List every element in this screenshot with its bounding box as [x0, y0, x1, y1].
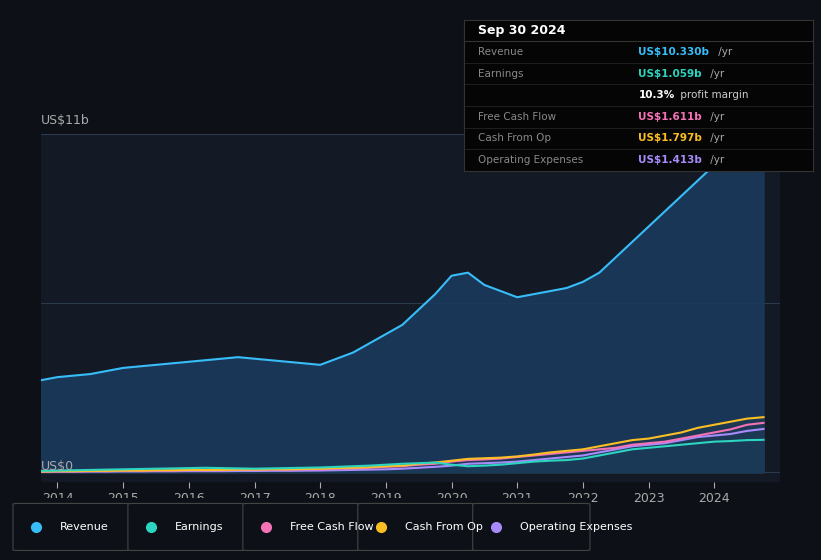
FancyBboxPatch shape [358, 503, 475, 550]
Text: US$1.059b: US$1.059b [639, 69, 702, 78]
Text: /yr: /yr [708, 112, 725, 122]
Text: 10.3%: 10.3% [639, 90, 675, 100]
Text: Free Cash Flow: Free Cash Flow [478, 112, 556, 122]
Text: Earnings: Earnings [175, 522, 223, 532]
Text: Cash From Op: Cash From Op [405, 522, 483, 532]
Text: Free Cash Flow: Free Cash Flow [290, 522, 374, 532]
Text: US$1.797b: US$1.797b [639, 133, 702, 143]
FancyBboxPatch shape [128, 503, 245, 550]
Text: US$1.413b: US$1.413b [639, 155, 702, 165]
Text: /yr: /yr [708, 155, 725, 165]
Text: US$0: US$0 [41, 460, 74, 473]
Text: Operating Expenses: Operating Expenses [478, 155, 583, 165]
Text: US$11b: US$11b [41, 114, 89, 128]
Text: Revenue: Revenue [478, 47, 523, 57]
Text: /yr: /yr [708, 69, 725, 78]
FancyBboxPatch shape [13, 503, 131, 550]
Text: /yr: /yr [715, 47, 732, 57]
Text: /yr: /yr [708, 133, 725, 143]
FancyBboxPatch shape [243, 503, 360, 550]
Text: Earnings: Earnings [478, 69, 523, 78]
Text: US$1.611b: US$1.611b [639, 112, 702, 122]
Text: Operating Expenses: Operating Expenses [520, 522, 632, 532]
Text: Sep 30 2024: Sep 30 2024 [478, 24, 566, 37]
Text: Revenue: Revenue [60, 522, 109, 532]
Text: US$10.330b: US$10.330b [639, 47, 709, 57]
Text: Cash From Op: Cash From Op [478, 133, 551, 143]
FancyBboxPatch shape [473, 503, 590, 550]
Text: profit margin: profit margin [677, 90, 748, 100]
